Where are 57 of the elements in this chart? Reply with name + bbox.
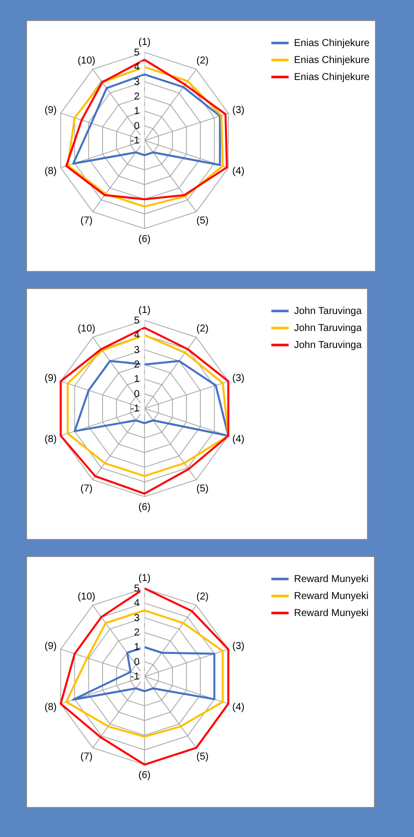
spoke-label: (2) — [196, 592, 209, 603]
spoke-label: (7) — [80, 483, 93, 494]
spoke-label: (5) — [196, 751, 209, 762]
legend-label: John Taruvinga — [294, 306, 362, 317]
y-tick-label: 3 — [134, 612, 140, 624]
spoke-label: (9) — [44, 373, 57, 384]
spoke-label: (1) — [138, 572, 151, 584]
legend-label: Reward Munyeki — [294, 574, 368, 585]
spoke-label: (9) — [44, 105, 57, 116]
spoke-label: (1) — [138, 36, 151, 48]
y-tick-label: -1 — [130, 404, 140, 414]
y-tick-label: 2 — [134, 359, 140, 370]
spoke-label: (5) — [196, 215, 209, 226]
spoke-label: (4) — [232, 166, 244, 177]
legend-label: Enias Chinjekure — [294, 55, 370, 66]
y-tick-label: 5 — [134, 47, 140, 58]
y-tick-label: 1 — [134, 106, 140, 118]
spoke-label: (2) — [196, 56, 209, 67]
spoke-label: (6) — [138, 502, 151, 514]
spoke-label: (3) — [232, 641, 244, 652]
spoke-label: (10) — [78, 592, 96, 603]
y-tick-label: 5 — [134, 583, 140, 594]
legend-label: John Taruvinga — [294, 340, 362, 351]
spoke-label: (2) — [196, 324, 209, 335]
y-tick-label: -1 — [130, 672, 140, 682]
legend-label: Enias Chinjekure — [294, 38, 370, 49]
y-tick-label: 2 — [134, 627, 140, 638]
spoke-label: (8) — [44, 166, 57, 177]
spoke-label: (3) — [232, 105, 244, 116]
spoke-label: (7) — [80, 751, 93, 762]
y-tick-label: 0 — [134, 656, 140, 668]
y-tick-label: 4 — [134, 598, 140, 610]
spoke-label: (6) — [138, 234, 151, 246]
spoke-label: (10) — [78, 324, 96, 335]
spoke-label: (8) — [44, 434, 57, 445]
legend-label: Reward Munyeki — [294, 591, 368, 602]
y-tick-label: 3 — [134, 76, 140, 88]
spoke-label: (7) — [80, 215, 93, 226]
spoke-label: (3) — [232, 373, 244, 384]
legend-label: Enias Chinjekure — [294, 72, 370, 83]
spoke-label: (4) — [232, 434, 244, 445]
y-tick-label: 3 — [134, 344, 140, 356]
y-tick-label: 0 — [134, 388, 140, 400]
y-tick-label: 2 — [134, 91, 140, 102]
legend-label: John Taruvinga — [294, 323, 362, 334]
spoke-label: (6) — [138, 770, 151, 782]
spoke-label: (9) — [44, 641, 57, 652]
legend-label: Reward Munyeki — [294, 608, 368, 619]
y-tick-label: 1 — [134, 374, 140, 386]
spoke-label: (10) — [78, 56, 96, 67]
spoke-label: (5) — [196, 483, 209, 494]
y-tick-label: 5 — [134, 315, 140, 326]
spoke-label: (8) — [44, 702, 57, 713]
y-tick-label: 0 — [134, 120, 140, 132]
spoke-label: (1) — [138, 304, 151, 316]
spoke-label: (4) — [232, 702, 244, 713]
y-tick-label: -1 — [130, 136, 140, 146]
